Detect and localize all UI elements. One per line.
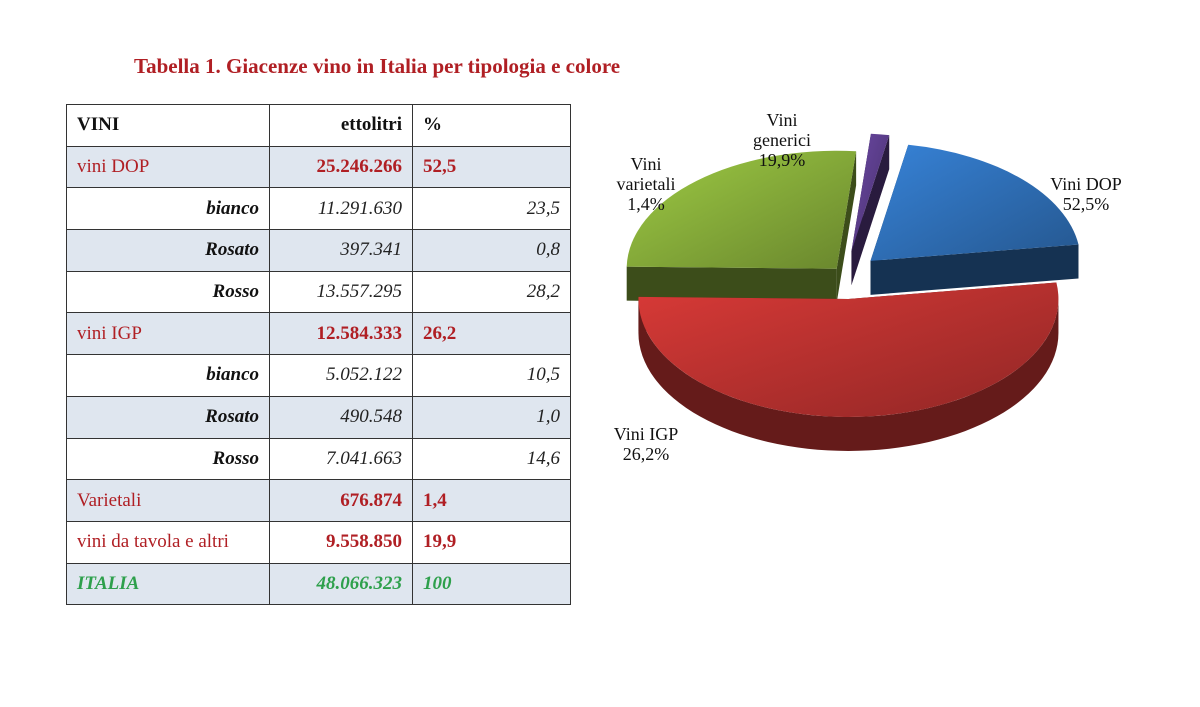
pie-label-line: Vini	[767, 110, 798, 130]
row-label: vini da tavola e altri	[66, 520, 270, 564]
row-percent: 26,2	[412, 312, 571, 356]
pie-label-line: 1,4%	[627, 194, 665, 214]
header-ettolitri: ettolitri	[269, 104, 413, 147]
row-percent: 28,2	[412, 270, 571, 314]
row-percent: 23,5	[412, 187, 571, 231]
table-row: Varietali 676.874 1,4	[66, 479, 571, 522]
table-row: Rosso 13.557.295 28,2	[66, 270, 571, 314]
pie-slice-vini-igp	[626, 150, 857, 303]
row-ettolitri: 25.246.266	[269, 145, 413, 189]
row-ettolitri: 490.548	[269, 395, 413, 439]
table-row: bianco 11.291.630 23,5	[66, 187, 571, 231]
row-ettolitri: 13.557.295	[269, 270, 413, 314]
pie-label-line: generici	[753, 130, 811, 150]
table-row: Rosato 397.341 0,8	[66, 229, 571, 272]
table-header-row: VINI ettolitri %	[66, 104, 571, 147]
pie-slice-cut	[851, 135, 890, 286]
pie-slice-side	[638, 298, 1059, 451]
row-ettolitri: 7.041.663	[269, 437, 413, 481]
pie-label-line: 19,9%	[759, 150, 806, 170]
row-ettolitri: 397.341	[269, 229, 413, 272]
row-ettolitri: 676.874	[269, 479, 413, 522]
row-percent: 52,5	[412, 145, 571, 189]
row-percent: 1,4	[412, 479, 571, 522]
row-ettolitri: 12.584.333	[269, 312, 413, 356]
pie-label-vini-igp: Vini IGP 26,2%	[614, 424, 678, 464]
pie-slice-top	[870, 144, 1079, 261]
row-label: Varietali	[66, 479, 270, 522]
pie-slice-top	[638, 282, 1059, 417]
pie-label-vini-varietali: Vini varietali 1,4%	[617, 154, 676, 214]
row-ettolitri: 11.291.630	[269, 187, 413, 231]
pie-label-line: varietali	[617, 174, 676, 194]
row-percent: 100	[412, 562, 571, 606]
row-label: bianco	[66, 187, 270, 231]
page-title: Tabella 1. Giacenze vino in Italia per t…	[134, 54, 621, 78]
pie-chart: Vini DOP 52,5%Vini IGP 26,2%Vini varietali 1…	[614, 110, 1122, 464]
row-label: bianco	[66, 354, 270, 397]
pie-slice-vini-generici	[870, 144, 1079, 295]
header-percent: %	[412, 104, 571, 147]
pie-label-line: 52,5%	[1063, 194, 1110, 214]
row-label: Rosato	[66, 395, 270, 439]
pie-slice-cut	[870, 244, 1079, 295]
pie-label-vini-generici: Vini generici 19,9%	[753, 110, 811, 170]
pie-label-line: 26,2%	[623, 444, 670, 464]
pie-slice-cut	[626, 266, 837, 303]
row-ettolitri: 9.558.850	[269, 520, 413, 564]
pie-label-vini-dop: Vini DOP 52,5%	[1050, 174, 1121, 214]
row-percent: 19,9	[412, 520, 571, 564]
table-row: Rosato 490.548 1,0	[66, 395, 571, 439]
row-ettolitri: 5.052.122	[269, 354, 413, 397]
table-row: vini DOP 25.246.266 52,5	[66, 145, 571, 189]
table-row: Rosso 7.041.663 14,6	[66, 437, 571, 481]
table-row: bianco 5.052.122 10,5	[66, 354, 571, 397]
row-percent: 1,0	[412, 395, 571, 439]
table-row: vini IGP 12.584.333 26,2	[66, 312, 571, 356]
row-label: ITALIA	[66, 562, 270, 606]
row-label: Rosato	[66, 229, 270, 272]
pie-label-line: Vini DOP	[1050, 174, 1121, 194]
row-label: vini DOP	[66, 145, 270, 189]
pie-slice-top	[851, 133, 890, 252]
pie-slice-top	[626, 150, 857, 269]
row-label: Rosso	[66, 270, 270, 314]
table-row: vini da tavola e altri 9.558.850 19,9	[66, 520, 571, 564]
row-percent: 10,5	[412, 354, 571, 397]
pie-slice-vini-varietali	[851, 133, 890, 286]
row-percent: 0,8	[412, 229, 571, 272]
pie-slice-vini-dop	[638, 282, 1059, 451]
pie-label-line: Vini IGP	[614, 424, 678, 444]
row-label: vini IGP	[66, 312, 270, 356]
pie-slice-cut	[836, 151, 857, 303]
row-label: Rosso	[66, 437, 270, 481]
table-row: ITALIA 48.066.323 100	[66, 562, 571, 606]
row-ettolitri: 48.066.323	[269, 562, 413, 606]
wine-stock-table: VINI ettolitri % vini DOP 25.246.266 52,5 b…	[66, 104, 571, 606]
pie-label-line: Vini	[631, 154, 662, 174]
row-percent: 14,6	[412, 437, 571, 481]
header-vini: VINI	[66, 104, 270, 147]
